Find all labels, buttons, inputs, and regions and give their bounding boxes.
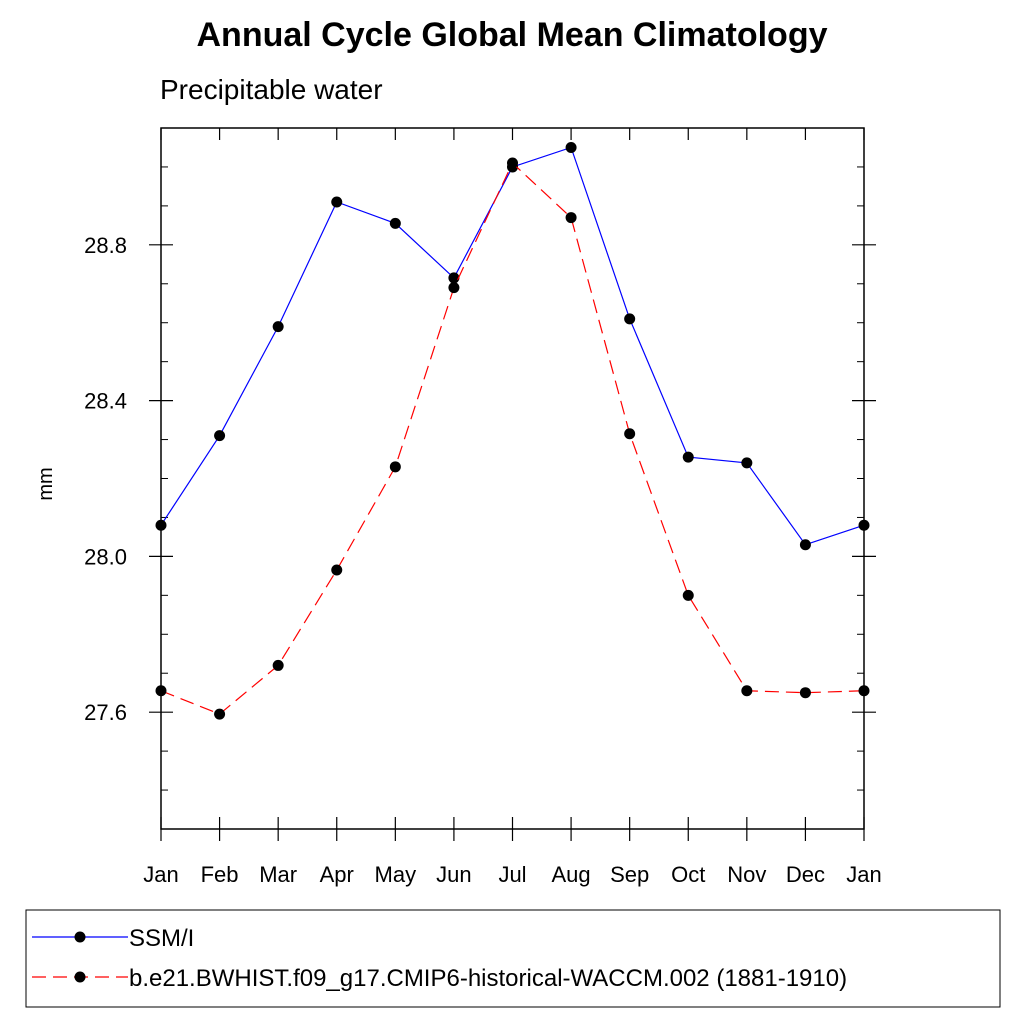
legend: SSM/I b.e21.BWHIST.f09_g17.CMIP6-historic…	[25, 909, 1001, 1008]
major-ticks	[149, 128, 876, 841]
x-tick-label: May	[375, 862, 417, 887]
legend-label-1: b.e21.BWHIST.f09_g17.CMIP6-historical-WA…	[129, 965, 847, 992]
chart-title: Annual Cycle Global Mean Climatology	[197, 16, 828, 54]
chart-subtitle: Precipitable water	[160, 74, 383, 105]
x-tick-label: Nov	[727, 862, 766, 887]
series-0-point	[272, 321, 284, 333]
series-0-point	[565, 141, 577, 153]
y-tick-labels: 28.8 28.4 28.0 27.6	[84, 233, 127, 725]
x-tick-label: Jul	[498, 862, 526, 887]
legend-marker-0	[74, 931, 86, 943]
x-tick-label: Jun	[436, 862, 471, 887]
series-1-point	[682, 589, 694, 601]
legend-label-0: SSM/I	[129, 925, 194, 952]
series-0-point	[799, 539, 811, 551]
plot-frame	[160, 127, 865, 830]
x-tick-label: Feb	[201, 862, 239, 887]
legend-marker-1	[74, 971, 86, 983]
x-tick-label: Jan	[143, 862, 178, 887]
series-layer	[155, 141, 870, 720]
legend-frame	[25, 909, 1001, 1008]
series-0-point	[624, 313, 636, 325]
y-tick-label: 27.6	[84, 700, 127, 725]
y-tick-label: 28.0	[84, 544, 127, 569]
x-tick-label: Aug	[552, 862, 591, 887]
y-tick-label: 28.8	[84, 233, 127, 258]
series-1-point	[741, 685, 753, 697]
series-1-point	[389, 461, 401, 473]
series-1-point	[565, 212, 577, 224]
series-1-point	[214, 708, 226, 720]
series-0-point	[331, 196, 343, 208]
x-tick-label: Oct	[671, 862, 705, 887]
x-tick-label: Sep	[610, 862, 649, 887]
legend-entries: SSM/I b.e21.BWHIST.f09_g17.CMIP6-historic…	[32, 925, 847, 992]
x-tick-label: Jan	[846, 862, 881, 887]
series-0-point	[741, 457, 753, 469]
series-line-0	[160, 146, 865, 546]
series-0-point	[389, 217, 401, 229]
x-tick-label: Dec	[786, 862, 825, 887]
y-axis-label: mm	[35, 467, 57, 500]
series-1-point	[799, 687, 811, 699]
series-1-point	[624, 428, 636, 440]
series-1-point	[507, 157, 518, 169]
x-tick-label: Mar	[259, 862, 297, 887]
x-tick-label: Apr	[320, 862, 354, 887]
series-line-1	[160, 162, 865, 715]
series-1-point	[272, 659, 284, 671]
series-0-point	[214, 430, 226, 442]
x-tick-labels: Jan Feb Mar Apr May Jun Jul Aug Sep Oct Nov Dec Jan	[143, 862, 881, 887]
y-tick-label: 28.4	[84, 389, 127, 414]
series-1-point	[448, 282, 460, 294]
series-1-point	[331, 564, 343, 576]
series-0-point	[448, 272, 460, 284]
series-0-point	[682, 451, 694, 463]
